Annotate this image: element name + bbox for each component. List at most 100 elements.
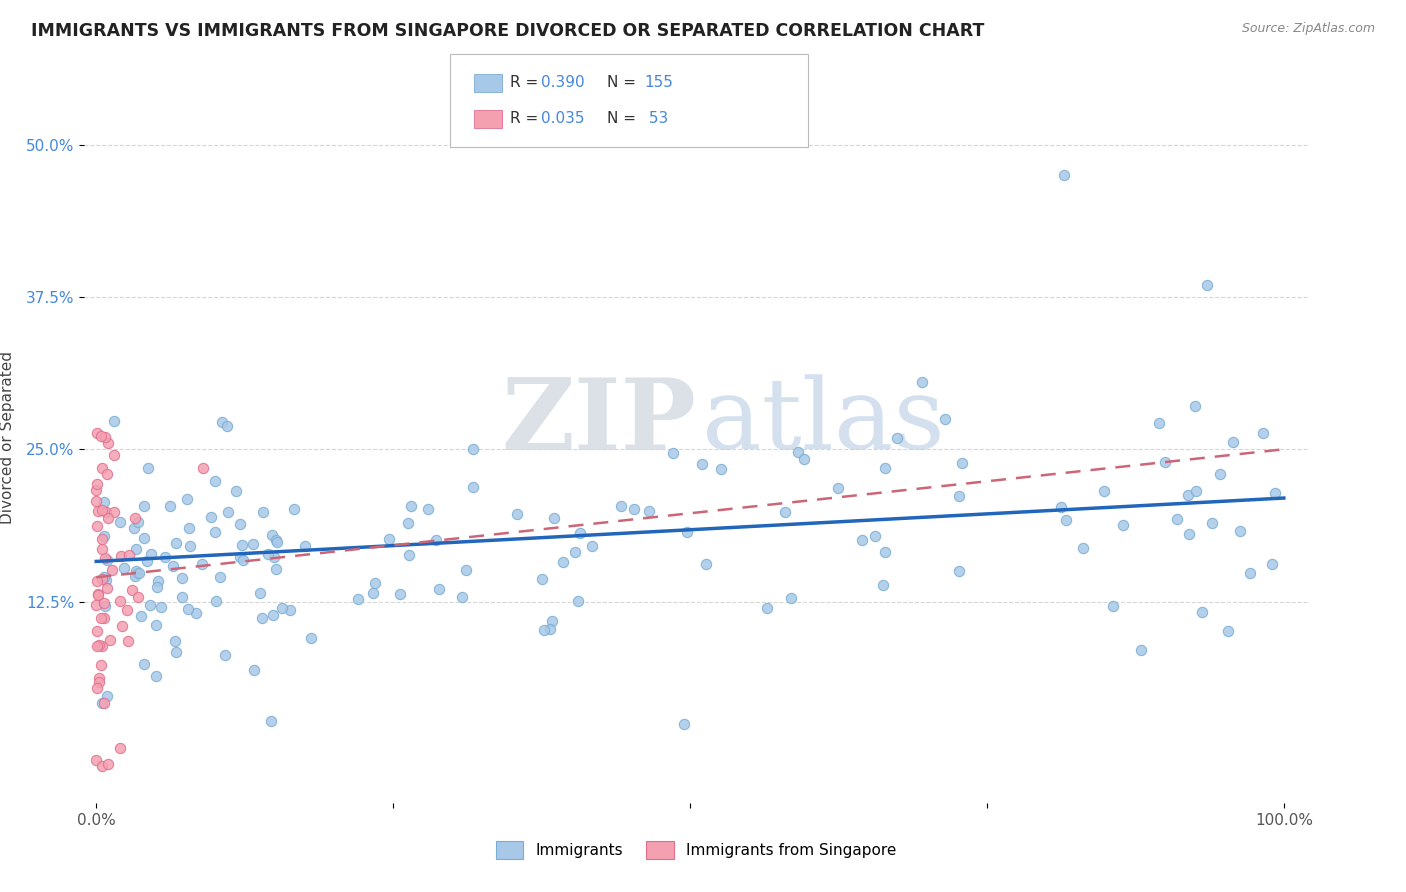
Point [200,510,222,524]
Point [91,541,114,556]
Point [127,590,149,604]
Point [91,697,114,711]
Point [165,645,187,659]
Text: ZIP: ZIP [501,374,696,471]
Point [299,631,322,645]
Point [551,556,574,570]
Point [662,446,685,460]
Point [150,599,173,614]
Point [84,494,107,508]
Point [179,539,201,553]
Point [110,549,132,563]
Point [1053,168,1076,182]
Point [87,587,110,601]
Point [217,418,239,433]
Point [86,426,108,441]
Point [84,753,107,767]
Point [378,533,401,547]
Point [118,548,141,562]
Text: 155: 155 [644,76,673,90]
Point [538,623,561,637]
Point [139,547,162,561]
Point [93,495,115,509]
Point [87,672,110,686]
Point [294,539,316,553]
Point [506,508,529,522]
Point [260,528,283,542]
Point [96,467,118,481]
Point [623,502,645,516]
Point [252,505,274,519]
Point [129,609,152,624]
Point [94,551,117,566]
Point [90,611,112,625]
Point [139,598,162,612]
Point [145,618,167,632]
Point [176,492,198,507]
Point [204,525,226,540]
Point [94,430,117,444]
Point [184,606,207,620]
Point [872,578,894,592]
Point [91,503,114,517]
Text: IMMIGRANTS VS IMMIGRANTS FROM SINGAPORE DIVORCED OR SEPARATED CORRELATION CHART: IMMIGRANTS VS IMMIGRANTS FROM SINGAPORE … [31,22,984,40]
Point [86,483,108,498]
Point [86,519,108,533]
Point [93,570,115,584]
Point [132,499,155,513]
Point [145,668,167,682]
Point [429,582,451,596]
Point [134,657,156,672]
Point [87,674,110,689]
Point [87,588,110,602]
Point [396,516,419,531]
Point [454,563,477,577]
Point [91,572,114,586]
Point [229,550,252,565]
Point [1147,417,1170,431]
Point [117,603,139,617]
Text: Source: ZipAtlas.com: Source: ZipAtlas.com [1241,22,1375,36]
Point [530,572,553,586]
Point [346,591,368,606]
Point [172,571,194,585]
Point [564,544,586,558]
Point [361,586,384,600]
Point [86,639,108,653]
Point [1054,513,1077,527]
Point [1216,624,1239,639]
Point [283,501,305,516]
Point [125,565,148,579]
Point [450,590,472,604]
Point [190,557,212,571]
Point [1178,526,1201,541]
Point [278,603,301,617]
Point [264,533,287,547]
Point [581,539,603,553]
Point [231,538,253,552]
Point [136,554,159,568]
Point [262,608,284,623]
Text: 0.035: 0.035 [541,112,585,126]
Text: N =: N = [607,112,641,126]
Point [418,501,440,516]
Point [934,412,956,426]
Point [108,740,131,755]
Point [89,638,111,652]
Point [127,515,149,529]
Point [127,566,149,580]
Point [90,533,112,547]
Point [96,553,118,567]
Point [84,599,107,613]
Point [117,633,139,648]
Point [94,505,117,519]
Point [98,633,121,648]
Point [229,516,252,531]
Point [271,601,294,615]
Point [97,756,120,771]
Point [211,415,233,429]
Text: R =: R = [510,112,544,126]
Point [132,531,155,545]
Y-axis label: Divorced or Separated: Divorced or Separated [0,351,15,524]
Point [93,611,115,625]
